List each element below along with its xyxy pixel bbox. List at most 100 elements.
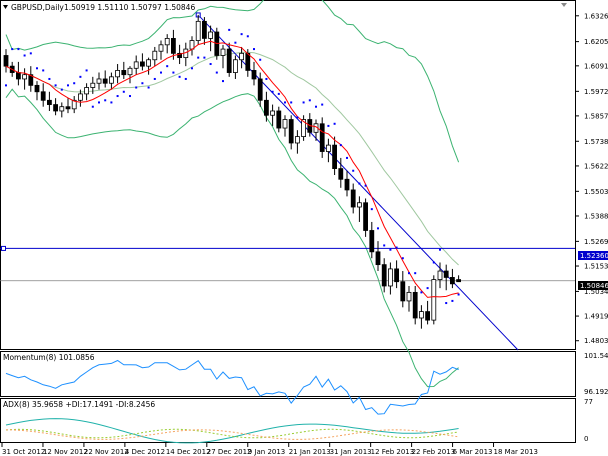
candle-body — [53, 104, 58, 112]
sar-dot — [222, 80, 224, 83]
candle-body — [90, 82, 96, 88]
downtrend-line — [197, 14, 519, 351]
sar-dot — [184, 77, 187, 80]
candle-body — [369, 230, 375, 253]
candle-body — [456, 279, 462, 283]
candle-body — [276, 110, 282, 129]
price-tick-label: 1.63260 — [584, 12, 608, 20]
sar-dot — [23, 54, 26, 57]
time-tick-label: 31 Jan 2013 — [330, 448, 372, 456]
bollinger-middle — [5, 51, 459, 266]
candle-body — [158, 44, 164, 52]
main-panel-frame — [0, 0, 576, 350]
time-tick-label: 12 Feb 2013 — [371, 448, 415, 456]
candle-body — [164, 38, 170, 46]
candle-body — [47, 99, 52, 105]
sar-dot — [401, 257, 404, 260]
candle-body — [208, 31, 214, 39]
candle-body — [15, 72, 21, 80]
sar-dot — [358, 182, 361, 185]
symbol-arrow-icon — [3, 5, 8, 9]
sar-dot — [346, 156, 348, 159]
sar-dot — [383, 244, 386, 247]
candle-body — [34, 84, 40, 93]
sar-dot — [191, 67, 193, 70]
candle-body — [133, 61, 139, 69]
price-tick-label: 1.53880 — [584, 212, 608, 220]
price-axis: 1.63260 1.62050 1.60915 1.59720 1.58570 1.573… — [575, 12, 608, 345]
candle-body — [28, 74, 34, 86]
time-tick-label: 21 Jan 2013 — [289, 448, 331, 456]
sar-dot — [122, 90, 125, 93]
sar-dot — [457, 293, 460, 296]
sar-dot — [327, 124, 330, 127]
price-tick-label: 1.55035 — [584, 188, 608, 196]
current-price-box — [578, 281, 608, 290]
sar-dot — [215, 71, 218, 74]
candle-body — [245, 52, 251, 71]
sar-dot — [445, 302, 448, 305]
candle-body — [84, 87, 89, 95]
time-tick-label: 12 Nov 2012 — [43, 448, 88, 456]
bollinger-upper — [5, 0, 460, 163]
symbol-label: GBPUSD,Daily — [11, 3, 64, 12]
adx-label: ADX(8) 35.9658 +DI:17.1491 -DI:8.2456 — [3, 400, 155, 409]
sar-dot — [302, 101, 305, 104]
momentum-panel-frame — [0, 351, 576, 397]
sar-dot — [408, 272, 410, 275]
candle-body — [239, 52, 245, 61]
candle-body — [170, 38, 176, 54]
candle-body — [288, 119, 294, 144]
momentum-label: Momentum(8) 101.0856 — [3, 353, 95, 362]
candle-body — [270, 110, 276, 116]
sar-dot — [166, 65, 169, 68]
candle-body — [139, 61, 145, 67]
sar-dot — [172, 71, 175, 74]
candle-body — [344, 178, 350, 191]
time-tick-label: 4 Dec 2012 — [125, 448, 165, 456]
sar-dot — [110, 101, 113, 104]
sar-dot — [333, 122, 336, 125]
candle-body — [332, 144, 338, 169]
candle-body — [78, 93, 83, 101]
sar-dot — [54, 84, 57, 87]
candle-body — [177, 52, 183, 59]
candlesticks — [3, 14, 462, 329]
sar-dot — [420, 291, 423, 294]
sar-dot — [246, 35, 249, 38]
sar-dot — [284, 101, 286, 104]
candle-body — [375, 251, 381, 266]
candle-body — [22, 74, 28, 80]
sar-dot — [395, 246, 398, 249]
candle-body — [115, 70, 120, 78]
bollinger-bands — [5, 0, 460, 388]
sar-dot — [364, 184, 367, 187]
sar-dot — [259, 58, 262, 61]
sar-dot — [91, 105, 94, 108]
sar-dot — [116, 95, 119, 98]
hline-label-box — [578, 251, 608, 260]
panel-dropdown-icon[interactable] — [561, 3, 567, 7]
sar-dot — [377, 227, 379, 230]
sar-dot — [339, 144, 342, 147]
candle-body — [226, 48, 232, 73]
sar-dot — [451, 299, 454, 302]
candle-body — [443, 270, 449, 278]
sar-dot — [104, 99, 107, 102]
candle-body — [263, 99, 269, 116]
candle-body — [232, 59, 238, 73]
sar-dot — [129, 95, 131, 98]
sar-dot — [228, 28, 231, 31]
sar-dot — [265, 77, 268, 80]
candle-body — [127, 67, 133, 76]
sar-dot — [277, 92, 280, 95]
price-tick-label: 1.49190 — [584, 313, 608, 321]
price-tick-label: 1.52690 — [584, 238, 608, 246]
sar-dot — [11, 48, 14, 51]
candle-body — [319, 123, 325, 152]
sar-dot — [42, 69, 45, 72]
candle-body — [3, 55, 9, 67]
sar-dot — [370, 208, 373, 211]
